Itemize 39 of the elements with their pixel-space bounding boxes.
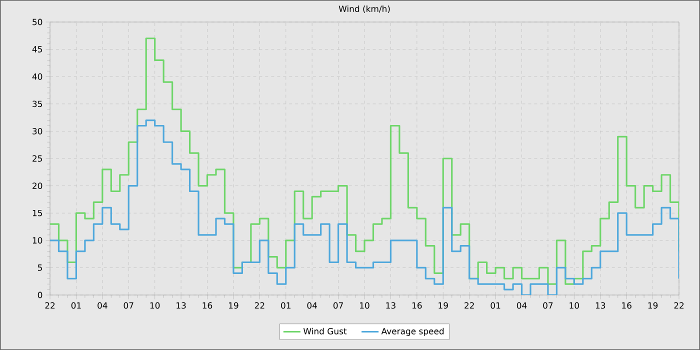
x-tick-label: 04 xyxy=(98,302,108,309)
x-tick-label: 13 xyxy=(596,302,606,309)
x-tick-label: 16 xyxy=(622,302,632,309)
x-tick-label: 22 xyxy=(674,302,684,309)
x-tick-label: 22 xyxy=(254,302,264,309)
x-tick-label: 13 xyxy=(176,302,186,309)
x-tick-label: 04 xyxy=(307,302,317,309)
y-tick-label: 50 xyxy=(32,18,42,26)
x-tick-label: 07 xyxy=(333,302,343,309)
y-tick-label: 45 xyxy=(32,46,42,52)
x-tick-label: 19 xyxy=(229,302,238,309)
x-tick-label: 07 xyxy=(543,302,553,309)
x-tick-label: 22 xyxy=(464,302,474,309)
x-tick-label: 19 xyxy=(648,302,658,309)
y-tick-label: 10 xyxy=(32,237,42,244)
x-tick-label: 10 xyxy=(150,302,160,309)
x-tick-label: 16 xyxy=(202,302,212,309)
y-tick-label: 15 xyxy=(32,210,42,216)
legend-label: Wind Gust xyxy=(303,328,347,334)
x-tick-label: 10 xyxy=(570,302,579,309)
x-tick-label: 07 xyxy=(124,302,134,309)
chart-title: Wind (km/h) xyxy=(338,5,390,13)
y-tick-label: 40 xyxy=(32,73,42,80)
y-tick-label: 35 xyxy=(32,100,42,108)
x-tick-label: 01 xyxy=(71,302,81,309)
y-tick-label: 5 xyxy=(38,264,42,271)
x-tick-label: 04 xyxy=(516,302,527,309)
y-tick-label: 0 xyxy=(38,292,42,298)
x-tick-label: 10 xyxy=(360,302,370,309)
x-tick-label: 16 xyxy=(412,302,422,309)
x-tick-label: 13 xyxy=(386,302,396,309)
x-tick-label: 01 xyxy=(490,302,500,309)
x-tick-label: 01 xyxy=(281,302,290,309)
x-tick-label: 22 xyxy=(45,302,55,309)
y-tick-label: 25 xyxy=(32,155,42,162)
legend-label: Average speed xyxy=(381,328,444,336)
x-tick-label: 19 xyxy=(438,302,448,309)
y-tick-label: 30 xyxy=(32,128,42,134)
y-tick-label: 20 xyxy=(32,182,42,190)
